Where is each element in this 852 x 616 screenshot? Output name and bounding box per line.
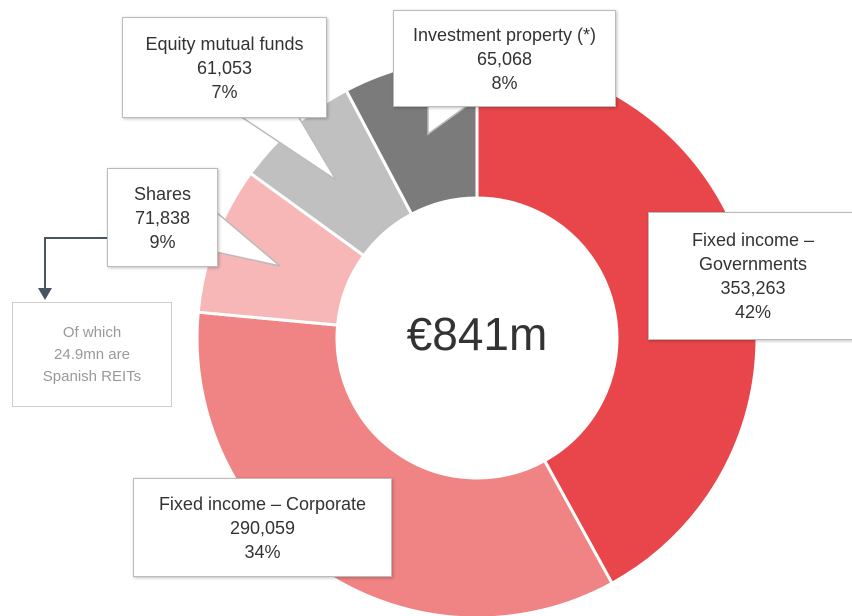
center-label: €841m: [407, 308, 548, 360]
percent-label: 8%: [491, 72, 518, 93]
percent-label: 7%: [211, 81, 238, 102]
annotation-line: 24.9mn are: [54, 345, 130, 363]
label-box: Fixed income – Corporate 290,059 34%: [133, 478, 392, 577]
value-label: 353,263: [720, 278, 786, 298]
annotation-line: Of which: [62, 323, 122, 341]
value-label: 71,838: [134, 207, 191, 228]
arrow-head: [38, 288, 52, 300]
segment: [475, 56, 759, 586]
label-box: Shares 71,838 9%: [107, 168, 218, 267]
category-label: Shares: [133, 183, 192, 204]
callout-arrow: [44, 237, 107, 290]
value-label: 61,053: [196, 57, 253, 78]
value-label: 290,059: [229, 517, 296, 538]
annotation-box: Of which 24.9mn are Spanish REITs: [12, 302, 172, 407]
category-label: Equity mutual funds: [145, 33, 304, 54]
label-box: Equity mutual funds 61,053 7%: [122, 17, 327, 118]
percent-label: 42%: [734, 302, 772, 322]
annotation-line: Spanish REITs: [42, 367, 142, 385]
label-box: Investment property (*) 65,068 8%: [393, 10, 616, 107]
category-label: Fixed income – Governments: [691, 230, 815, 274]
category-label: Investment property (*): [412, 24, 597, 45]
category-label: Fixed income – Corporate: [158, 493, 367, 514]
percent-label: 34%: [244, 541, 281, 562]
label-box: Fixed income – Governments 353,263 42%: [648, 212, 852, 340]
value-label: 65,068: [476, 48, 533, 69]
percent-label: 9%: [149, 231, 176, 252]
